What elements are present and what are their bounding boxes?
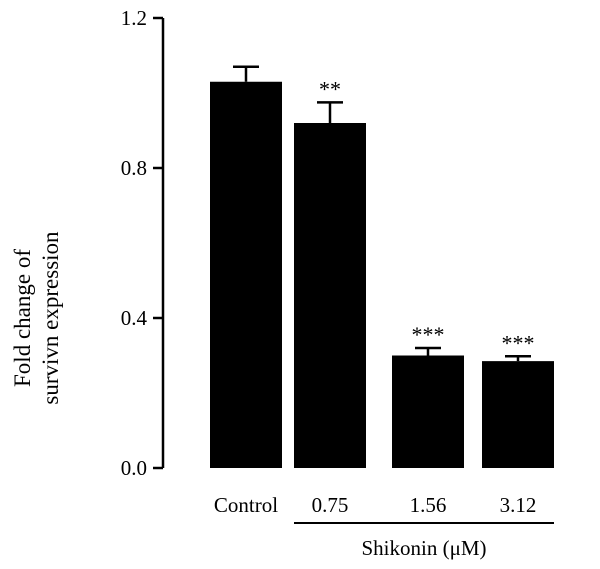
bar-1 bbox=[210, 81, 282, 468]
group-label: Shikonin (μM) bbox=[361, 536, 486, 560]
x-tick-label-4: 3.12 bbox=[500, 493, 537, 517]
bar-4 bbox=[482, 361, 554, 468]
y-tick-label-1: 0.0 bbox=[121, 456, 147, 480]
bars bbox=[210, 81, 554, 468]
y-tick-label-2: 0.4 bbox=[121, 306, 148, 330]
significance-label-3: *** bbox=[412, 322, 445, 347]
significance-labels: ***** *** bbox=[319, 76, 535, 355]
y-tick-label-3: 0.8 bbox=[121, 156, 147, 180]
bar-3 bbox=[392, 355, 464, 468]
x-category-labels: Control 0.75 1.56 3.12 bbox=[214, 493, 536, 517]
significance-label-4: *** bbox=[502, 330, 535, 355]
bar-2 bbox=[294, 123, 366, 468]
y-tick-label-4: 1.2 bbox=[121, 6, 147, 30]
y-axis-title-line-1: Fold change of bbox=[10, 249, 35, 387]
y-axis-title: Fold change of survivn expression bbox=[10, 231, 63, 405]
error-bars bbox=[233, 65, 531, 362]
x-tick-label-2: 0.75 bbox=[312, 493, 349, 517]
x-tick-label-3: 1.56 bbox=[410, 493, 447, 517]
significance-label-2: ** bbox=[319, 76, 341, 101]
x-tick-label-1: Control bbox=[214, 493, 278, 517]
group-bracket: Shikonin (μM) bbox=[294, 522, 554, 560]
y-axis-title-line-2: survivn expression bbox=[38, 231, 63, 405]
y-ticks: 0.0 0.4 0.8 1.2 bbox=[121, 6, 163, 480]
